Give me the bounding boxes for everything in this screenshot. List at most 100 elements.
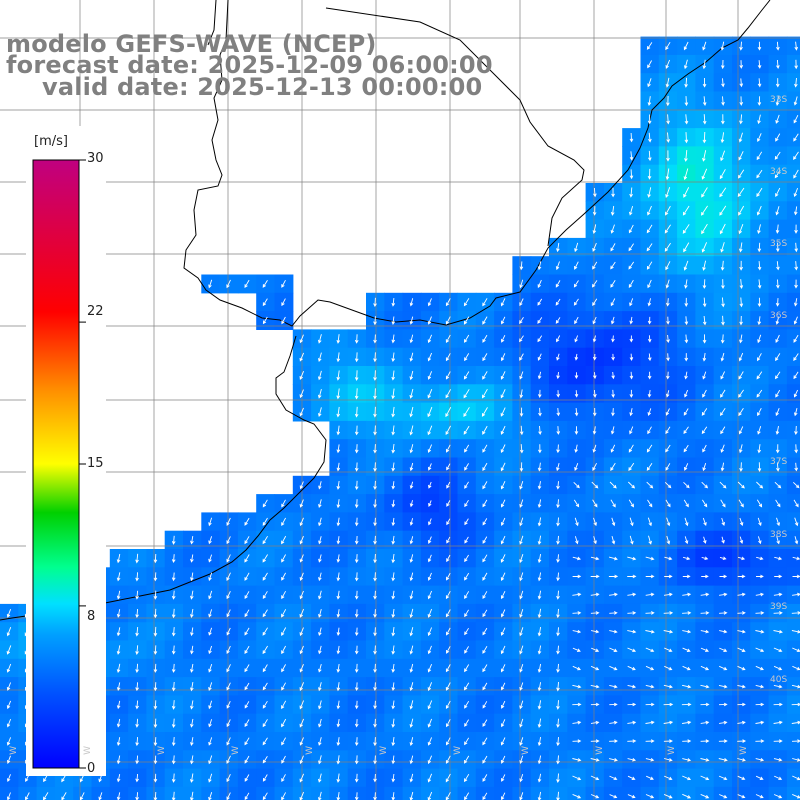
wind-arrow [409, 773, 414, 783]
wind-arrow [757, 316, 762, 326]
wind-arrow [627, 702, 637, 707]
wind-arrow [628, 205, 634, 216]
wind-arrow [445, 406, 452, 418]
wind-arrow [373, 755, 377, 765]
wind-arrow [647, 316, 652, 325]
wind-arrow [281, 737, 286, 746]
wind-arrow [171, 773, 176, 783]
wind-arrow [482, 536, 488, 544]
wind-arrow [556, 242, 560, 253]
wind-arrow [336, 462, 341, 472]
wind-arrow [336, 517, 341, 527]
wind-arrow [190, 590, 194, 600]
wind-arrow [409, 500, 414, 508]
wind-arrow [683, 481, 690, 489]
wind-arrow [244, 737, 250, 746]
wind-arrow [737, 169, 745, 179]
wind-arrow [792, 481, 800, 489]
wind-arrow [244, 701, 250, 709]
wind-arrow [500, 719, 506, 728]
wind-arrow [208, 773, 213, 783]
wind-speed-cell [786, 768, 800, 788]
wind-arrow [244, 554, 250, 563]
wind-arrow [482, 792, 488, 800]
wind-arrow [354, 627, 359, 637]
wind-arrow [427, 755, 433, 765]
wind-arrow [574, 372, 579, 380]
wind-arrow [610, 205, 615, 216]
wind-arrow [682, 574, 691, 579]
wind-arrow [665, 168, 670, 181]
wind-arrow [409, 554, 414, 563]
wind-speed-cell [786, 54, 800, 74]
wind-arrow [773, 720, 783, 725]
wind-arrow [226, 645, 231, 655]
wind-arrow [463, 316, 470, 325]
wind-arrow [664, 775, 673, 781]
wind-arrow [299, 737, 304, 746]
wind-arrow [645, 556, 655, 561]
wind-arrow [262, 279, 268, 288]
wind-arrow [718, 775, 728, 781]
wind-arrow [500, 316, 506, 325]
wind-arrow [153, 608, 158, 619]
wind-arrow [610, 261, 616, 270]
wind-arrow [482, 444, 488, 453]
wind-arrow [537, 572, 542, 582]
wind-arrow [318, 554, 322, 563]
wind-arrow [739, 114, 743, 125]
wind-arrow [776, 517, 781, 527]
wind-arrow [574, 261, 579, 270]
wind-arrow [757, 462, 762, 472]
wind-arrow [700, 647, 709, 652]
wind-arrow [610, 280, 616, 288]
wind-arrow [610, 243, 616, 252]
wind-arrow [683, 242, 690, 253]
wind-arrow [755, 739, 765, 743]
wind-arrow [116, 609, 121, 618]
wind-arrow [609, 794, 618, 799]
wind-arrow [373, 553, 377, 564]
wind-arrow [775, 187, 781, 198]
wind-arrow [628, 444, 634, 453]
wind-arrow [244, 572, 250, 581]
wind-arrow [281, 609, 287, 618]
wind-arrow [373, 572, 377, 582]
wind-arrow [262, 316, 268, 325]
wind-arrow [609, 611, 618, 615]
wind-arrow [629, 535, 634, 545]
wind-arrow [482, 425, 488, 435]
wind-arrow [737, 739, 747, 743]
wind-arrow [645, 757, 655, 762]
wind-arrow [556, 718, 560, 728]
colorbar-gradient [32, 159, 80, 769]
wind-arrow [482, 609, 488, 618]
wind-arrow [608, 574, 619, 579]
wind-arrow [208, 719, 213, 728]
wind-arrow [190, 536, 194, 545]
wind-arrow [226, 701, 231, 709]
wind-arrow [627, 574, 637, 579]
wind-arrow [737, 794, 746, 799]
wind-arrow [281, 682, 286, 691]
wind-arrow [500, 481, 506, 490]
wind-arrow [391, 425, 395, 436]
wind-arrow [391, 443, 396, 454]
wind-speed-cell [786, 530, 800, 550]
wind-arrow [794, 261, 799, 271]
wind-arrow [281, 700, 287, 710]
wind-arrow [445, 298, 451, 307]
wind-arrow [737, 702, 746, 707]
wind-arrow [775, 426, 780, 435]
wind-arrow [792, 592, 800, 597]
wind-arrow [774, 371, 781, 380]
lon-label: W [453, 746, 463, 755]
wind-arrow [208, 572, 213, 582]
wind-arrow [702, 260, 707, 271]
wind-arrow [757, 96, 762, 106]
wind-arrow [409, 536, 414, 545]
wind-arrow [720, 352, 725, 362]
colorbar-tick-0: 0 [87, 761, 96, 776]
wind-arrow [336, 352, 341, 363]
